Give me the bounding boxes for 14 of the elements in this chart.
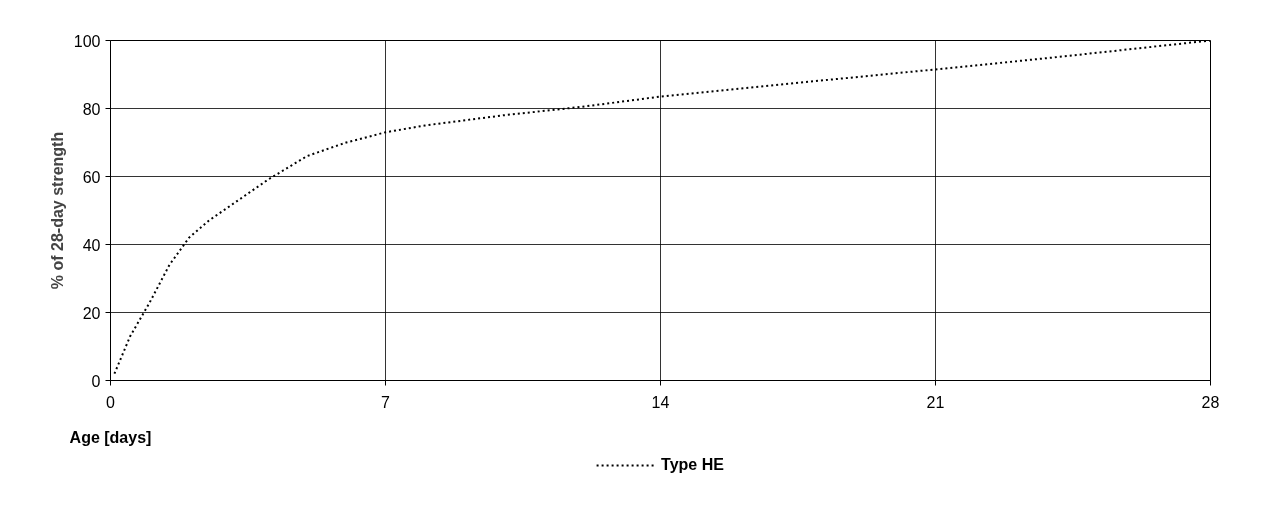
x-axis-title: Age [days] [69,428,152,446]
x-tick-label: 14 [651,393,670,411]
y-tick-label: 0 [91,372,101,390]
x-tick-label: 0 [106,393,116,411]
legend-label: Type HE [661,456,724,474]
y-tick-label: 60 [82,168,101,186]
y-tick-label: 80 [82,100,101,118]
y-tick-label: 20 [82,304,101,322]
x-tick-label: 21 [926,393,945,411]
y-tick-label: 100 [73,32,101,50]
y-tick-label: 40 [82,236,101,254]
x-tick-label: 28 [1201,393,1220,411]
y-axis-title: % of 28-day strength [48,131,66,290]
x-tick-label: 7 [381,393,391,411]
